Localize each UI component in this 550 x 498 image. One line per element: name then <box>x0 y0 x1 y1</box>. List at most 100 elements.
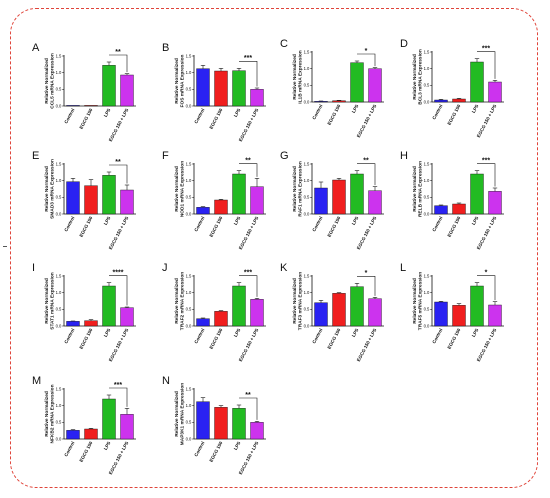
y-tick-label: 1.5 <box>424 161 430 166</box>
y-tick-label: 1.0 <box>56 403 62 408</box>
y-tick-label: 1.5 <box>56 53 62 58</box>
y-tick-label: 0.0 <box>186 436 192 441</box>
y-tick-label: 0.5 <box>424 307 430 312</box>
panel-letter: E <box>32 150 40 162</box>
significance-bracket <box>109 387 128 407</box>
y-tick-label: 0.5 <box>304 83 310 88</box>
category-label: LPS <box>103 328 112 338</box>
bar <box>488 81 502 103</box>
y-tick-label: 1.0 <box>424 178 430 183</box>
y-tick-label: 0.5 <box>56 307 62 312</box>
bar-chart: Relative NormalizedNFKB2 mRNA Expression… <box>44 382 136 475</box>
bar <box>66 105 80 107</box>
bar <box>214 407 228 440</box>
y-tick-label: 1.5 <box>186 161 192 166</box>
category-label: EGCG 150 <box>327 215 342 238</box>
panel-letter: F <box>162 150 169 162</box>
panel-letter: G <box>280 150 289 162</box>
significance-bracket <box>239 275 258 297</box>
significance-bracket <box>239 397 258 420</box>
y-tick-label: 0.0 <box>56 211 62 216</box>
bar <box>434 205 448 215</box>
bar <box>452 203 466 215</box>
y-tick-label: 0.0 <box>424 99 430 104</box>
category-label: EGCG 150 <box>327 327 342 350</box>
panel-j: J Relative NormalizedTRAF2 mRNA Expressio… <box>162 262 287 370</box>
bar <box>470 285 484 327</box>
panel-letter: A <box>32 42 40 54</box>
bar <box>250 89 264 107</box>
significance-bracket <box>109 54 128 73</box>
category-label: EGCG 150 <box>209 440 224 463</box>
category-label: EGCG 150 <box>79 440 94 463</box>
y-tick-label: 0.0 <box>424 211 430 216</box>
bar <box>350 173 364 215</box>
bar <box>250 186 264 215</box>
category-label: EGCG 150 <box>209 107 224 130</box>
bar <box>120 414 134 440</box>
y-tick-label: 1.5 <box>304 49 310 54</box>
bar <box>102 175 116 215</box>
y-tick-label: 0.0 <box>56 323 62 328</box>
y-axis-label: Relative NormalizedCCL5 mRNA Expression <box>44 53 56 109</box>
bar <box>84 185 98 215</box>
significance-label: ** <box>115 49 121 56</box>
y-tick-label: 0.0 <box>186 211 192 216</box>
category-label: LPS <box>233 108 242 118</box>
bar <box>196 318 210 327</box>
bar <box>350 62 364 103</box>
y-tick-label: 1.0 <box>56 70 62 75</box>
bar <box>66 430 80 440</box>
y-tick-label: 0.0 <box>304 211 310 216</box>
category-label: EGCG 150 + LPS <box>476 216 498 251</box>
bar-chart: Relative NormalizedRELB mRNA Expression 0… <box>412 157 504 251</box>
category-label: LPS <box>471 216 480 226</box>
bar <box>368 298 382 327</box>
panel-c: C Relative NormalizedIL1B mRNA Expression… <box>280 38 405 146</box>
y-tick-label: 1.0 <box>56 178 62 183</box>
category-label: Control <box>63 441 75 458</box>
bar-chart: Relative NormalizedCCL5 mRNA Expression 0… <box>44 49 136 142</box>
category-label: LPS <box>471 328 480 338</box>
significance-label: **** <box>113 269 124 276</box>
significance-label: ** <box>115 159 121 166</box>
category-label: Control <box>431 328 443 345</box>
y-axis-label: Relative NormalizedBCL3 mRNA Expression <box>412 49 424 105</box>
significance-label: ** <box>245 392 251 399</box>
category-label: EGCG 150 + LPS <box>238 216 260 251</box>
bar <box>250 422 264 440</box>
category-label: Control <box>311 216 323 233</box>
bar <box>332 100 346 103</box>
bar <box>232 285 246 327</box>
y-axis-label: Relative NormalizedRAF1 mRNA Expression <box>292 161 304 217</box>
category-label: EGCG 150 + LPS <box>356 216 378 251</box>
bar-chart: Relative NormalizedTRAF5 mRNA Expression… <box>412 269 504 362</box>
y-tick-label: 0.5 <box>56 195 62 200</box>
category-label: Control <box>193 441 205 458</box>
y-tick-label: 0.0 <box>56 436 62 441</box>
panel-e: E Relative NormalizedSMAD3 mRNA Expressio… <box>32 150 157 258</box>
category-label: LPS <box>351 104 360 114</box>
y-tick-label: 1.0 <box>304 178 310 183</box>
y-tick-label: 0.5 <box>56 87 62 92</box>
category-label: LPS <box>103 108 112 118</box>
panel-b: B Relative NormalizedFOS mRNA Expression 0… <box>162 42 287 150</box>
panel-letter: D <box>400 38 408 50</box>
category-label: LPS <box>233 441 242 451</box>
bar <box>84 105 98 107</box>
significance-label: ** <box>245 157 251 164</box>
category-label: EGCG 150 <box>447 327 462 350</box>
bar <box>214 199 228 215</box>
panel-letter: H <box>400 150 408 162</box>
y-tick-label: 0.5 <box>424 195 430 200</box>
bar <box>368 68 382 103</box>
y-tick-label: 0.0 <box>56 103 62 108</box>
panel-letter: L <box>400 262 407 274</box>
y-tick-label: 1.0 <box>304 66 310 71</box>
bar <box>102 398 116 440</box>
y-axis-label: Relative NormalizedTRAF5 mRNA Expression <box>412 272 424 331</box>
y-tick-label: 1.0 <box>424 66 430 71</box>
bar <box>314 302 328 327</box>
bar <box>314 101 328 103</box>
